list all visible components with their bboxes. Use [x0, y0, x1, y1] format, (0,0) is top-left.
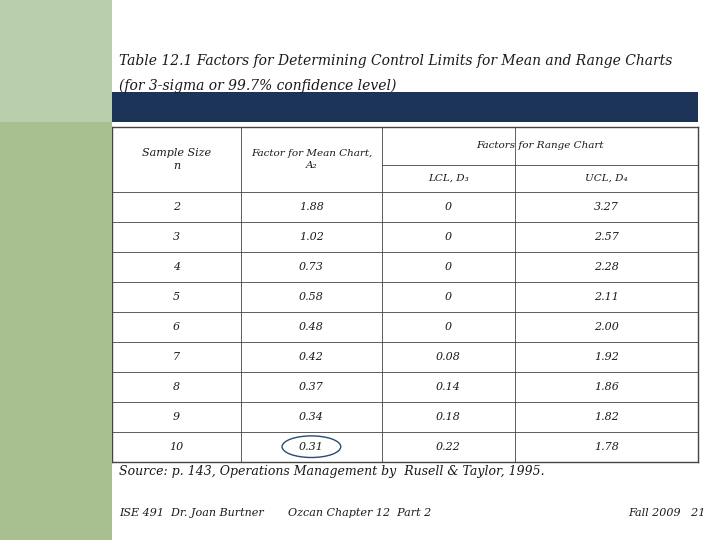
Text: 1.88: 1.88 — [299, 202, 324, 212]
Text: 3.27: 3.27 — [594, 202, 619, 212]
Text: 0.14: 0.14 — [436, 382, 461, 392]
Text: 0.48: 0.48 — [299, 322, 324, 332]
Text: 2.11: 2.11 — [594, 292, 619, 302]
Text: 1.82: 1.82 — [594, 411, 619, 422]
Text: Sample Size
n: Sample Size n — [142, 148, 211, 171]
Text: 0: 0 — [445, 292, 451, 302]
Text: 0: 0 — [445, 202, 451, 212]
Text: Factor for Mean Chart,
A₂: Factor for Mean Chart, A₂ — [251, 149, 372, 170]
Text: 2: 2 — [173, 202, 180, 212]
Text: 0.18: 0.18 — [436, 411, 461, 422]
Text: 0.37: 0.37 — [299, 382, 324, 392]
Text: 0: 0 — [445, 232, 451, 242]
Text: 4: 4 — [173, 262, 180, 272]
Text: 0.34: 0.34 — [299, 411, 324, 422]
Text: 1.86: 1.86 — [594, 382, 619, 392]
Text: 0: 0 — [445, 262, 451, 272]
Text: 1.92: 1.92 — [594, 352, 619, 362]
Text: 0.42: 0.42 — [299, 352, 324, 362]
Text: 2.00: 2.00 — [594, 322, 619, 332]
Text: 0.58: 0.58 — [299, 292, 324, 302]
Text: 0.22: 0.22 — [436, 442, 461, 451]
Text: 3: 3 — [173, 232, 180, 242]
Text: 2.57: 2.57 — [594, 232, 619, 242]
Text: 1.02: 1.02 — [299, 232, 324, 242]
Text: LCL, D₃: LCL, D₃ — [428, 174, 469, 183]
Text: Source: p. 143, Operations Management by  Rusell & Taylor, 1995.: Source: p. 143, Operations Management by… — [119, 465, 544, 478]
Text: 8: 8 — [173, 382, 180, 392]
Text: UCL, D₄: UCL, D₄ — [585, 174, 628, 183]
Text: 9: 9 — [173, 411, 180, 422]
Text: Ozcan Chapter 12  Part 2: Ozcan Chapter 12 Part 2 — [289, 508, 431, 518]
Text: Factors for Range Chart: Factors for Range Chart — [476, 141, 604, 150]
Text: Table 12.1 Factors for Determining Control Limits for Mean and Range Charts: Table 12.1 Factors for Determining Contr… — [119, 54, 672, 68]
Text: 7: 7 — [173, 352, 180, 362]
Text: ISE 491  Dr. Joan Burtner: ISE 491 Dr. Joan Burtner — [119, 508, 264, 518]
Text: 10: 10 — [169, 442, 184, 451]
Text: 0: 0 — [445, 322, 451, 332]
Text: 6: 6 — [173, 322, 180, 332]
Text: 5: 5 — [173, 292, 180, 302]
Text: Fall 2009   21: Fall 2009 21 — [629, 508, 706, 518]
Text: (for 3-sigma or 99.7% confidence level): (for 3-sigma or 99.7% confidence level) — [119, 78, 396, 93]
Text: 0.31: 0.31 — [299, 442, 324, 451]
Text: 2.28: 2.28 — [594, 262, 619, 272]
Text: 0.08: 0.08 — [436, 352, 461, 362]
Text: 1.78: 1.78 — [594, 442, 619, 451]
Text: 0.73: 0.73 — [299, 262, 324, 272]
